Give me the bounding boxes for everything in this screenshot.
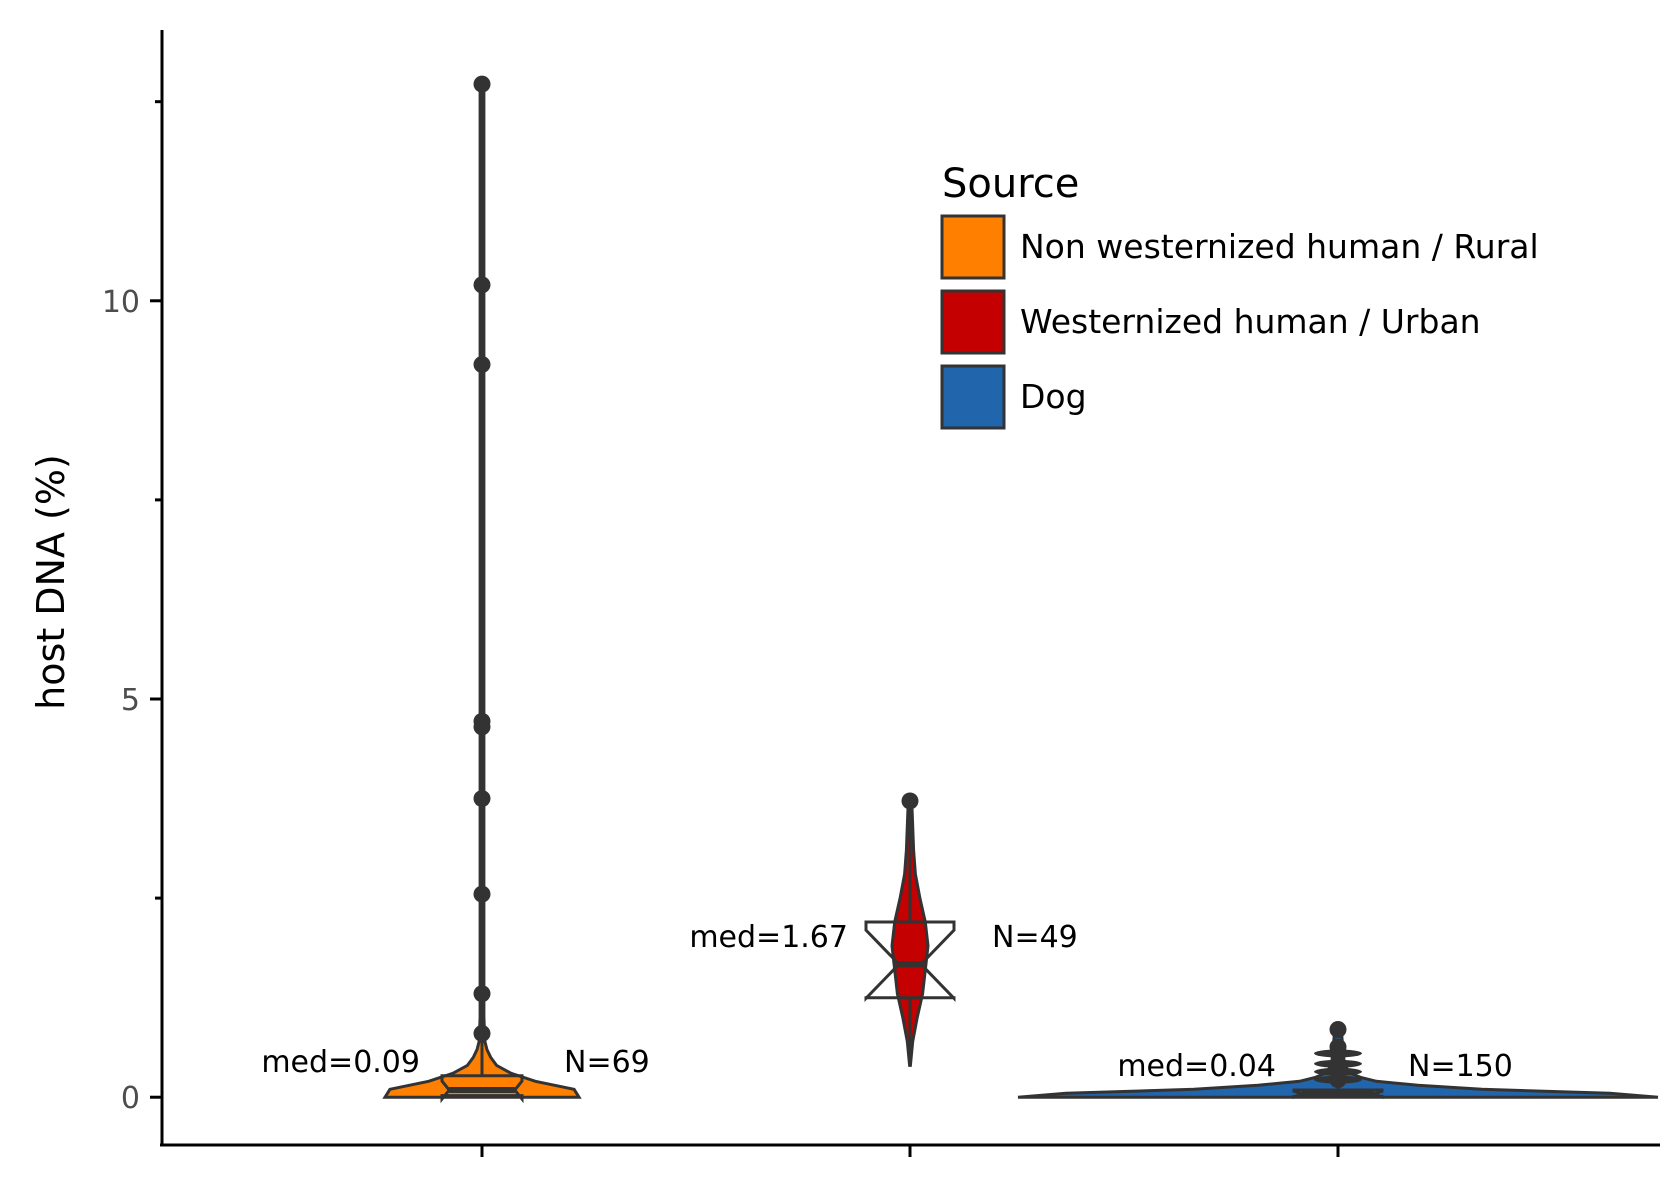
notched-box <box>1292 1088 1384 1100</box>
n-annotation: N=150 <box>1408 1049 1513 1084</box>
legend: Source Non westernized human / Rural West… <box>940 161 1539 430</box>
outlier-cluster <box>1314 1067 1362 1076</box>
y-tick-label: 5 <box>121 683 140 718</box>
legend-entries: Non westernized human / Rural Westernized… <box>940 214 1539 430</box>
violin-group: med=0.09 N=69 <box>261 75 650 1104</box>
notched-box <box>864 920 956 1003</box>
y-axis-ticks: 0 5 10 <box>102 100 162 1116</box>
outlier-cluster <box>1314 1049 1362 1058</box>
plot-area: med=0.09 N=69 med=1.67 N=49 med=0.04 N=150 <box>261 75 1659 1104</box>
x-axis-ticks <box>480 1145 1340 1157</box>
y-axis-label: host DNA (%) <box>29 454 73 710</box>
legend-title: Source <box>942 161 1079 207</box>
n-annotation: N=49 <box>992 920 1078 955</box>
legend-label: Dog <box>1020 377 1087 416</box>
legend-swatch <box>940 214 1006 280</box>
legend-swatch <box>940 289 1006 355</box>
median-annotation: med=0.04 <box>1117 1049 1276 1084</box>
outlier-point <box>901 792 919 810</box>
outlier-point <box>1329 1021 1347 1039</box>
outlier-cluster <box>1314 1075 1362 1084</box>
legend-label: Non westernized human / Rural <box>1020 227 1539 266</box>
outlier-cluster <box>1314 1059 1362 1068</box>
y-tick-label: 10 <box>102 285 140 320</box>
legend-swatch <box>940 364 1006 430</box>
notched-box <box>440 1074 524 1104</box>
n-annotation: N=69 <box>564 1045 650 1080</box>
median-annotation: med=1.67 <box>689 920 848 955</box>
legend-label: Westernized human / Urban <box>1020 302 1481 341</box>
median-annotation: med=0.09 <box>261 1045 420 1080</box>
violin-group: med=0.04 N=150 <box>1017 1021 1659 1100</box>
y-tick-label: 0 <box>121 1081 140 1116</box>
violin-group: med=1.67 N=49 <box>689 792 1078 1067</box>
